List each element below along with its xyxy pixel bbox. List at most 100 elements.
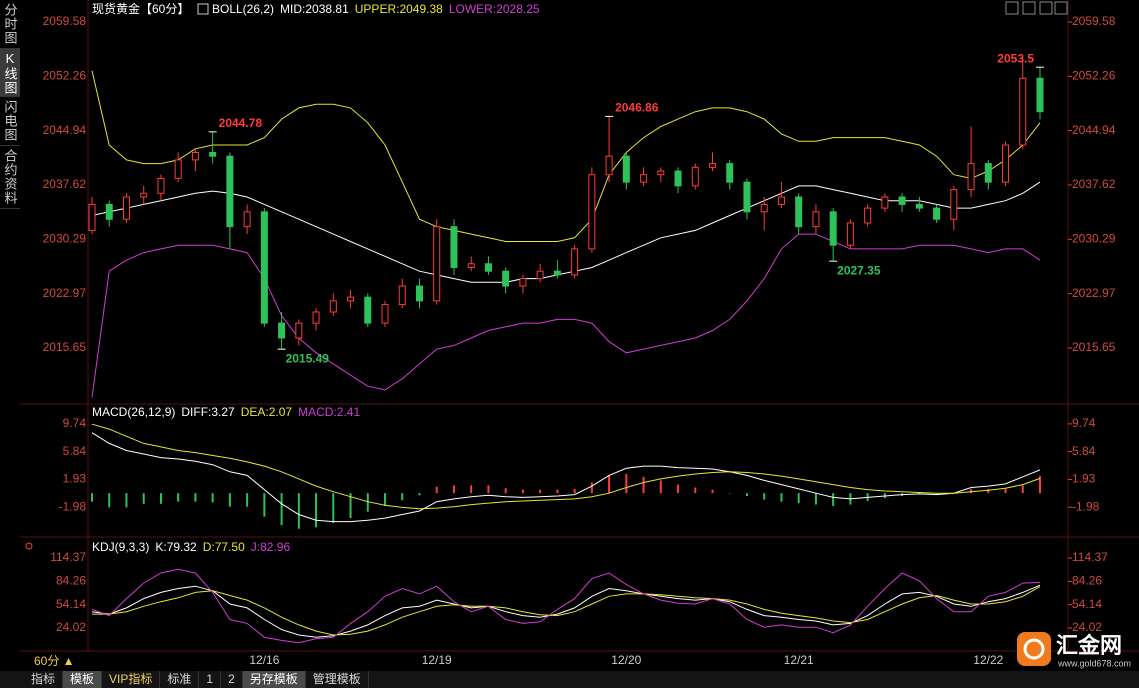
tab[interactable]: 指标 (24, 671, 64, 688)
x-tick-label: 12/22 (973, 653, 1003, 667)
candle-body (450, 226, 458, 268)
indicator-line (92, 586, 1041, 636)
legend-item: UPPER:2049.38 (355, 2, 443, 16)
macd-bar (263, 493, 266, 517)
legend-item: MACD:2.41 (298, 405, 360, 419)
icon-button[interactable] (1039, 1, 1053, 15)
candle-body (933, 207, 941, 220)
sidebar-tab[interactable]: K线图 (0, 49, 20, 97)
candle-body (1002, 144, 1010, 183)
y-tick-label: 24.02 (56, 620, 86, 634)
candle-body (295, 322, 303, 339)
x-tick-label: 12/20 (611, 653, 641, 667)
indicator-line (91, 432, 1041, 523)
indicator-line (91, 233, 1041, 398)
candle-body (864, 207, 872, 224)
candle-body (915, 203, 923, 209)
macd-bar (366, 493, 369, 512)
logo-mark (1023, 638, 1045, 660)
macd-bar (797, 493, 800, 504)
kdj-icon[interactable] (25, 542, 33, 550)
macd-bar (728, 493, 731, 494)
y-tick-label: 2022.97 (1072, 286, 1116, 300)
candle-body (467, 263, 475, 268)
macd-bar (125, 493, 128, 508)
macd-bar (745, 493, 748, 497)
candle-body (519, 278, 527, 287)
candle-body (760, 203, 768, 213)
macd-bar (452, 485, 455, 494)
candle-body (122, 196, 130, 220)
y-tick-label: -1.98 (59, 499, 87, 513)
macd-bar (418, 493, 421, 496)
tab[interactable]: 模板 (63, 671, 103, 688)
candle-body (140, 192, 148, 198)
window-icons[interactable] (1005, 1, 1068, 15)
macd-bar (211, 493, 214, 503)
y-tick-label: 2052.26 (43, 69, 87, 83)
y-tick-label: 54.14 (56, 597, 86, 611)
tab[interactable]: 1 (199, 671, 222, 688)
candle-body (105, 203, 113, 220)
logo-url: www.gold678.com (1057, 658, 1131, 668)
tab[interactable]: 管理模板 (306, 671, 369, 688)
macd-bar (814, 493, 817, 505)
macd-bar (246, 493, 249, 507)
candle-body (398, 285, 406, 306)
y-tick-label: 1.93 (1072, 472, 1096, 486)
logo-icon (1017, 632, 1051, 666)
y-tick-label: 84.26 (1072, 574, 1102, 588)
candle-body (674, 170, 682, 187)
icon-button[interactable] (1022, 1, 1036, 15)
macd-bar (91, 493, 93, 502)
x-tick-label: 12/19 (422, 653, 452, 667)
macd-bar (711, 489, 714, 494)
legend-item: DIFF:3.27 (181, 405, 235, 419)
sidebar-tab[interactable]: 分时图 (0, 0, 20, 49)
candle-body (881, 196, 889, 209)
y-tick-label: 2037.62 (43, 177, 87, 191)
tab[interactable]: 另存模板 (242, 671, 306, 688)
icon-button[interactable] (1005, 1, 1019, 15)
legend-item: MACD(26,12,9) (92, 405, 175, 419)
tab[interactable]: 2 (221, 671, 243, 688)
sidebar-tab[interactable]: 闪电图 (0, 97, 20, 146)
candle-body (829, 211, 837, 246)
high-annotation: 2053.5 (997, 51, 1034, 65)
candle-body (536, 270, 544, 280)
macd-bar (694, 487, 697, 494)
macd-bar (142, 493, 145, 504)
y-tick-label: 2015.65 (1072, 340, 1116, 354)
y-tick-label: 9.74 (63, 416, 87, 430)
legend-item: BOLL(26,2) (212, 2, 274, 16)
legend-item: DEA:2.07 (241, 405, 293, 419)
macd-bar (1039, 476, 1041, 494)
y-tick-label: 2037.62 (1072, 177, 1116, 191)
macd-bar (435, 486, 438, 494)
candle-body (898, 196, 906, 205)
macd-bar (315, 493, 318, 528)
macd-bar (832, 493, 835, 506)
period-label[interactable]: 60分 ▲ (34, 654, 75, 668)
tab[interactable]: 标准 (160, 671, 200, 688)
candle-body (795, 196, 803, 228)
macd-bar (590, 482, 593, 494)
tab[interactable]: VIP指标 (102, 671, 161, 688)
candle-body (709, 163, 717, 168)
y-tick-label: 2059.58 (43, 14, 87, 28)
candle-body (726, 163, 734, 183)
macd-bar (556, 489, 559, 494)
indicator-line (91, 423, 1041, 510)
icon-button[interactable] (1054, 1, 1068, 15)
macd-bar (642, 476, 645, 494)
macd-bar (108, 493, 111, 508)
indicator-icon[interactable] (197, 3, 209, 15)
macd-bar (384, 493, 387, 506)
y-tick-label: 2015.65 (43, 340, 87, 354)
y-tick-label: 2059.58 (1072, 14, 1116, 28)
bottom-tabs: 指标 模板 VIP指标 标准 1 2 另存模板 管理模板 (0, 671, 1139, 688)
sidebar: 分时图 K线图 闪电图 合约资料 (0, 0, 20, 209)
candle-body (691, 166, 699, 187)
sidebar-tab[interactable]: 合约资料 (0, 146, 20, 209)
macd-bar (780, 493, 783, 502)
